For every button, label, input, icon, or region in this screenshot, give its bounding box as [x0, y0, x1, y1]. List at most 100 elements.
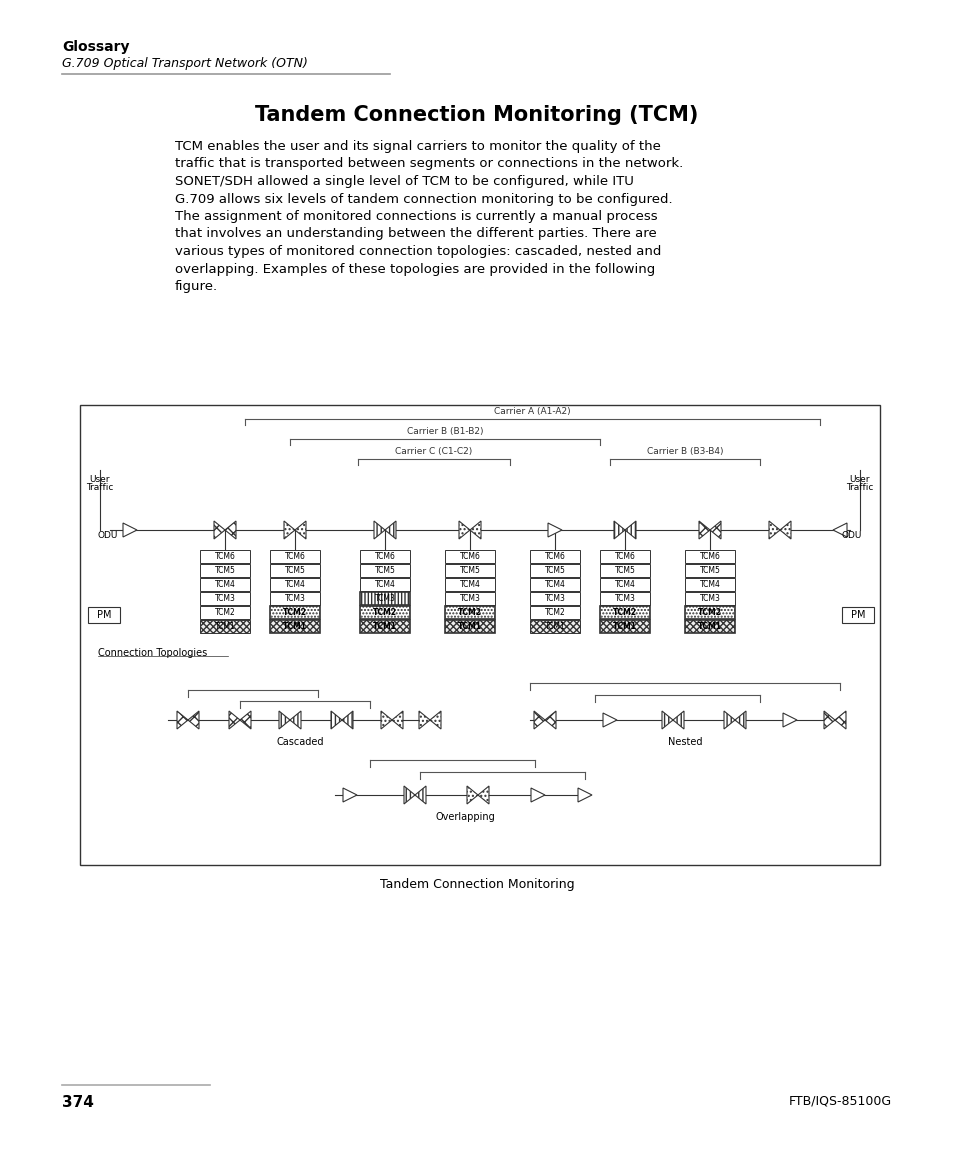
Bar	[530, 551, 579, 563]
Text: TCM1: TCM1	[698, 622, 721, 630]
Text: Overlapping: Overlapping	[435, 812, 495, 822]
Text: TCM6: TCM6	[214, 552, 235, 561]
Bar	[599, 592, 649, 605]
Bar	[270, 606, 319, 619]
Bar	[684, 578, 734, 591]
Text: Carrier A (A1-A2): Carrier A (A1-A2)	[494, 407, 570, 416]
Polygon shape	[331, 710, 341, 729]
Text: Nested: Nested	[667, 737, 701, 748]
Text: User: User	[849, 475, 869, 484]
Text: TCM enables the user and its signal carriers to monitor the quality of the: TCM enables the user and its signal carr…	[174, 140, 660, 153]
Text: TCM6: TCM6	[459, 552, 480, 561]
Bar	[530, 620, 579, 633]
Bar	[684, 592, 734, 605]
Text: TCM2: TCM2	[457, 608, 481, 617]
Text: TCM2: TCM2	[214, 608, 235, 617]
Bar	[270, 551, 319, 563]
Text: TCM4: TCM4	[544, 580, 565, 589]
Text: overlapping. Examples of these topologies are provided in the following: overlapping. Examples of these topologie…	[174, 262, 655, 276]
Bar	[80, 404, 879, 865]
Text: The assignment of monitored connections is currently a manual process: The assignment of monitored connections …	[174, 210, 657, 223]
Polygon shape	[392, 710, 402, 729]
Text: TCM3: TCM3	[284, 595, 305, 603]
Polygon shape	[430, 710, 440, 729]
Polygon shape	[240, 710, 251, 729]
Text: TCM2: TCM2	[613, 608, 637, 617]
Text: Tandem Connection Monitoring (TCM): Tandem Connection Monitoring (TCM)	[255, 105, 698, 125]
Text: G.709 allows six levels of tandem connection monitoring to be configured.: G.709 allows six levels of tandem connec…	[174, 192, 672, 205]
Text: TCM2: TCM2	[698, 608, 721, 617]
Polygon shape	[123, 523, 137, 537]
Polygon shape	[341, 710, 353, 729]
Bar	[88, 607, 120, 624]
Bar	[200, 564, 250, 577]
Text: TCM1: TCM1	[457, 622, 481, 630]
Bar	[444, 606, 495, 619]
Polygon shape	[661, 710, 672, 729]
Text: Connection Topologies: Connection Topologies	[98, 648, 207, 658]
Polygon shape	[403, 786, 415, 804]
Polygon shape	[534, 710, 544, 729]
Polygon shape	[213, 522, 225, 539]
Text: TCM4: TCM4	[284, 580, 305, 589]
Text: TCM4: TCM4	[375, 580, 395, 589]
Polygon shape	[614, 522, 624, 539]
Bar	[599, 606, 649, 619]
Polygon shape	[624, 522, 636, 539]
Text: TCM5: TCM5	[214, 566, 235, 575]
Text: TCM3: TCM3	[699, 595, 720, 603]
Bar	[599, 551, 649, 563]
Text: 374: 374	[62, 1095, 93, 1110]
Polygon shape	[531, 788, 544, 802]
Text: TCM3: TCM3	[544, 595, 565, 603]
Bar	[359, 592, 410, 605]
Polygon shape	[294, 522, 306, 539]
Polygon shape	[458, 522, 470, 539]
Text: SONET/SDH allowed a single level of TCM to be configured, while ITU: SONET/SDH allowed a single level of TCM …	[174, 175, 633, 188]
Bar	[530, 606, 579, 619]
Bar	[444, 564, 495, 577]
Bar	[444, 592, 495, 605]
Text: PM: PM	[96, 610, 112, 620]
Text: Glossary: Glossary	[62, 41, 130, 54]
Text: various types of monitored connection topologies: cascaded, nested and: various types of monitored connection to…	[174, 245, 660, 258]
Text: TCM3: TCM3	[614, 595, 635, 603]
Polygon shape	[477, 786, 489, 804]
Text: TCM3: TCM3	[459, 595, 480, 603]
Text: Carrier B (B1-B2): Carrier B (B1-B2)	[406, 427, 483, 436]
Bar	[684, 551, 734, 563]
Text: TCM4: TCM4	[459, 580, 480, 589]
Bar	[200, 606, 250, 619]
Bar	[684, 606, 734, 619]
Polygon shape	[418, 710, 430, 729]
Polygon shape	[343, 788, 356, 802]
Text: Traffic: Traffic	[86, 483, 113, 493]
Polygon shape	[672, 710, 683, 729]
Polygon shape	[290, 710, 301, 729]
Polygon shape	[544, 710, 556, 729]
Bar	[200, 592, 250, 605]
Bar	[530, 578, 579, 591]
Text: TCM6: TCM6	[284, 552, 305, 561]
Bar	[599, 578, 649, 591]
Text: ODU: ODU	[841, 531, 862, 539]
Polygon shape	[380, 710, 392, 729]
Polygon shape	[188, 710, 199, 729]
Text: Carrier C (C1-C2): Carrier C (C1-C2)	[395, 447, 472, 455]
Bar	[444, 620, 495, 633]
Polygon shape	[177, 710, 188, 729]
Polygon shape	[229, 710, 240, 729]
Bar	[599, 564, 649, 577]
Bar	[200, 620, 250, 633]
Bar	[270, 578, 319, 591]
Text: TCM4: TCM4	[614, 580, 635, 589]
Polygon shape	[823, 710, 834, 729]
Text: Traffic: Traffic	[845, 483, 873, 493]
Text: TCM6: TCM6	[375, 552, 395, 561]
Text: traffic that is transported between segments or connections in the network.: traffic that is transported between segm…	[174, 158, 682, 170]
Text: TCM6: TCM6	[544, 552, 565, 561]
Text: User: User	[90, 475, 111, 484]
Bar	[684, 620, 734, 633]
Bar	[684, 564, 734, 577]
Text: Carrier B (B3-B4): Carrier B (B3-B4)	[646, 447, 722, 455]
